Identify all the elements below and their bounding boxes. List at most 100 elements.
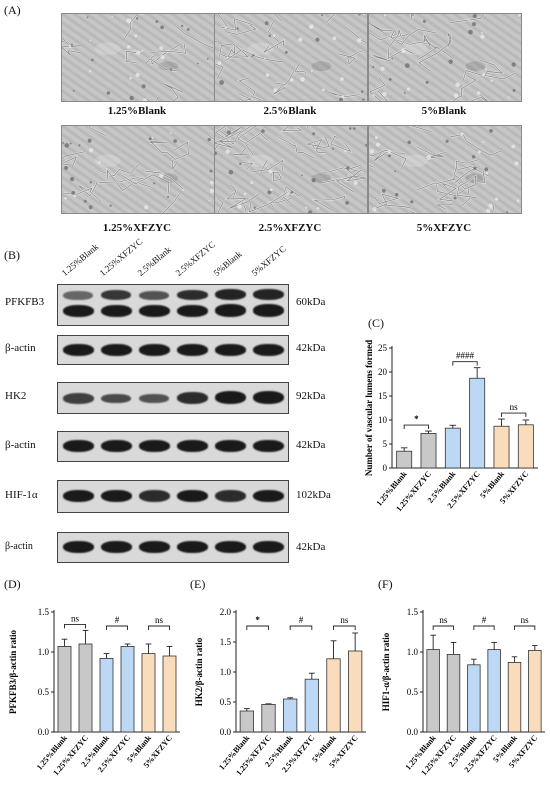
cell-dot xyxy=(394,170,397,173)
tube-outline xyxy=(237,126,257,146)
cell-dot xyxy=(486,208,491,213)
cell-dot xyxy=(383,14,386,17)
kda-label: 42kDa xyxy=(296,342,326,354)
tube-outline xyxy=(372,203,413,210)
cell-dot xyxy=(401,48,406,54)
cell-dot xyxy=(197,62,199,65)
kda-label: 42kDa xyxy=(296,439,326,451)
micrograph-1-25-blank xyxy=(61,13,215,102)
y-axis-label: PFKFB3/β-actin ratio xyxy=(8,630,18,714)
protein-label: β-actin xyxy=(5,541,33,552)
cell-dot xyxy=(388,78,392,81)
cell-dot xyxy=(127,45,131,49)
cell-dot xyxy=(484,167,489,172)
tube-outline xyxy=(163,83,183,101)
cell-dot xyxy=(141,84,146,89)
tube-outline xyxy=(419,34,439,59)
cell-dot xyxy=(89,181,92,184)
significance-bracket xyxy=(64,623,86,629)
cell-dot xyxy=(135,73,140,78)
lane-label: 2.5%Blank xyxy=(135,244,173,278)
blot-pfkfb3 xyxy=(57,284,289,326)
tube-outline xyxy=(479,59,517,80)
y-tick-label: 0.0 xyxy=(220,727,232,737)
tube-segment xyxy=(409,126,432,133)
cell-dot xyxy=(369,149,374,154)
tube-segment xyxy=(237,76,263,101)
cell-dot xyxy=(301,174,303,177)
y-tick-label: 15 xyxy=(378,391,388,401)
y-tick-label: 0.5 xyxy=(220,697,232,707)
micrograph-label: 1.25%XFZYC xyxy=(102,222,172,234)
tube-outline xyxy=(233,148,250,156)
cell-dot xyxy=(372,207,377,212)
tube-outline xyxy=(369,22,397,41)
significance-label: #### xyxy=(456,351,475,361)
tube-segment xyxy=(217,14,229,28)
micrograph-label: 5%XFZYC xyxy=(416,222,472,234)
cell-dot xyxy=(403,92,406,94)
cell-dot xyxy=(482,73,486,76)
cell-dot xyxy=(290,78,294,82)
cell-dot xyxy=(129,95,134,101)
cell-dot xyxy=(88,70,92,73)
cell-dot xyxy=(322,88,325,92)
bar-2.5%XFZYC xyxy=(487,649,501,733)
tube-outline xyxy=(226,193,260,209)
panel-label-a: (A) xyxy=(4,3,21,17)
tube-outline xyxy=(450,14,485,23)
tube-outline xyxy=(277,136,314,159)
cell-dot xyxy=(517,14,521,17)
tube-outline xyxy=(450,134,502,156)
tube-outline xyxy=(228,24,257,35)
cell-dot xyxy=(298,37,303,42)
cell-dot xyxy=(341,95,345,99)
tube-outline xyxy=(273,14,283,22)
cell-dot xyxy=(78,144,81,147)
cell-dot xyxy=(243,192,247,196)
significance-bracket xyxy=(473,625,495,630)
cell-dot xyxy=(445,139,449,143)
significance-label: # xyxy=(299,615,304,625)
cell-dot xyxy=(410,200,414,204)
tube-outline xyxy=(215,126,251,145)
cell-dot xyxy=(250,181,254,185)
cell-dot xyxy=(310,69,313,73)
tube-outline xyxy=(143,96,161,101)
tube-outline xyxy=(162,193,180,213)
cell-dot xyxy=(237,204,242,209)
tube-outline xyxy=(142,170,184,190)
tube-outline xyxy=(282,126,302,132)
y-tick-label: 10 xyxy=(378,415,388,425)
tube-outline xyxy=(452,75,477,101)
tube-segment xyxy=(479,59,517,81)
bar-5%Blank xyxy=(493,425,510,469)
cell-dot xyxy=(391,57,394,60)
cell-dot xyxy=(64,165,69,170)
cell-dot xyxy=(362,14,365,16)
blot-beta-actin-2 xyxy=(57,431,289,462)
cell-dot xyxy=(251,55,254,57)
cell-dot xyxy=(264,21,269,25)
y-tick-label: 1.0 xyxy=(407,647,419,657)
cell-dot xyxy=(315,37,320,42)
cell-dot xyxy=(460,132,464,136)
cell-dot xyxy=(516,199,520,203)
significance-bracket xyxy=(403,424,429,430)
cell-dot xyxy=(148,137,152,141)
tube-outline xyxy=(238,77,263,101)
cell-dot xyxy=(346,166,350,170)
tube-outline xyxy=(294,63,307,75)
cell-dot xyxy=(387,149,392,154)
tube-outline xyxy=(120,174,170,193)
cell-dot xyxy=(472,22,476,27)
cell-dot xyxy=(159,46,164,51)
cell-dot xyxy=(273,88,278,93)
cell-dot xyxy=(226,130,231,135)
tube-outline xyxy=(325,14,336,24)
lane-label: 5%XFZYC xyxy=(249,243,288,278)
blot-beta-actin-3 xyxy=(57,532,289,563)
cell-dot xyxy=(215,151,217,156)
cell-dot xyxy=(141,49,144,52)
bar-1.25%Blank xyxy=(426,649,440,733)
